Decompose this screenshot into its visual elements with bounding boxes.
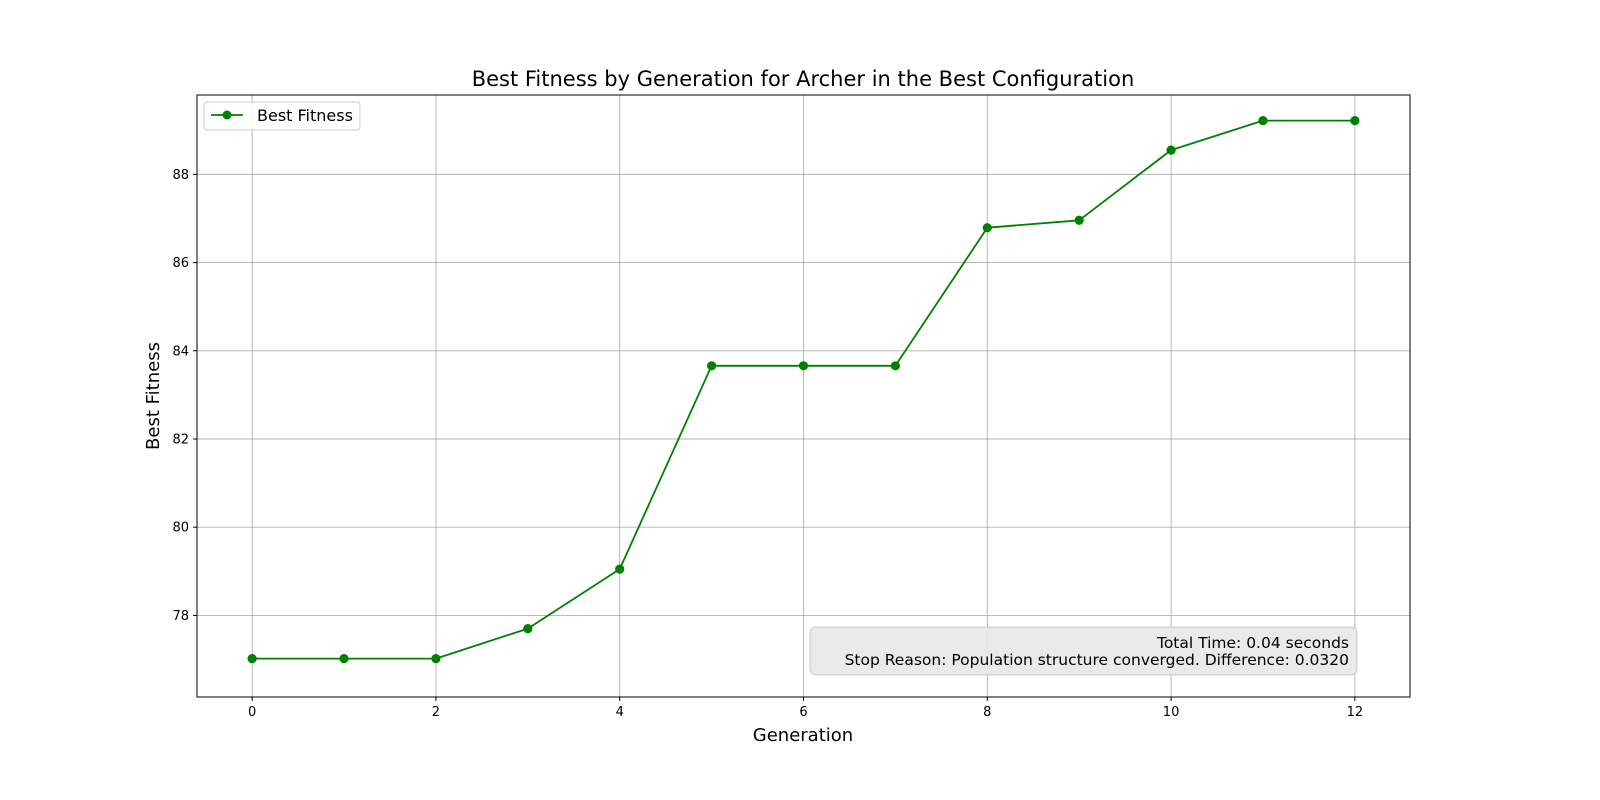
y-tick-label: 86: [172, 256, 189, 271]
data-point: [431, 654, 441, 664]
chart-title: Best Fitness by Generation for Archer in…: [472, 67, 1135, 91]
y-tick-label: 88: [172, 168, 189, 183]
y-tick-label: 80: [172, 521, 189, 536]
data-point: [1074, 215, 1084, 225]
x-tick-label: 4: [616, 705, 624, 720]
data-point: [982, 223, 992, 233]
legend-marker: [222, 110, 232, 120]
y-tick-label: 82: [172, 433, 189, 448]
x-tick-label: 12: [1347, 705, 1364, 720]
annotation-background: [809, 626, 1358, 676]
data-point: [890, 361, 900, 371]
data-point: [247, 654, 257, 664]
x-axis-label: Generation: [753, 725, 853, 746]
data-point: [523, 624, 533, 634]
data-point: [1166, 145, 1176, 155]
legend: Best Fitness: [203, 101, 361, 131]
legend-box: [203, 101, 361, 131]
x-tick-label: 2: [432, 705, 440, 720]
annotation-total-time: Total Time: 0.04 seconds: [1156, 634, 1349, 652]
grid: [197, 95, 1410, 697]
data-point: [798, 361, 809, 371]
data-point: [1350, 115, 1360, 126]
x-axis-ticks: 0 2 4 6 8 10 12: [248, 697, 1363, 720]
data-point: [339, 654, 349, 664]
y-tick-label: 78: [172, 609, 189, 624]
y-axis-ticks: 78 80 82 84 86 88: [172, 168, 197, 624]
annotation-box: Total Time: 0.04 seconds Stop Reason: Po…: [809, 626, 1358, 676]
series-layer: [247, 115, 1360, 664]
x-tick-label: 6: [799, 705, 807, 720]
annotation-stop-reason: Stop Reason: Population structure conver…: [845, 651, 1349, 669]
x-tick-label: 0: [248, 705, 256, 720]
y-axis-label: Best Fitness: [143, 342, 164, 450]
x-tick-label: 10: [1163, 705, 1180, 720]
legend-label: Best Fitness: [257, 106, 353, 125]
data-point: [707, 361, 717, 371]
y-tick-label: 84: [172, 344, 189, 359]
data-point: [615, 564, 625, 574]
data-point: [1258, 115, 1268, 126]
x-tick-label: 8: [983, 705, 991, 720]
